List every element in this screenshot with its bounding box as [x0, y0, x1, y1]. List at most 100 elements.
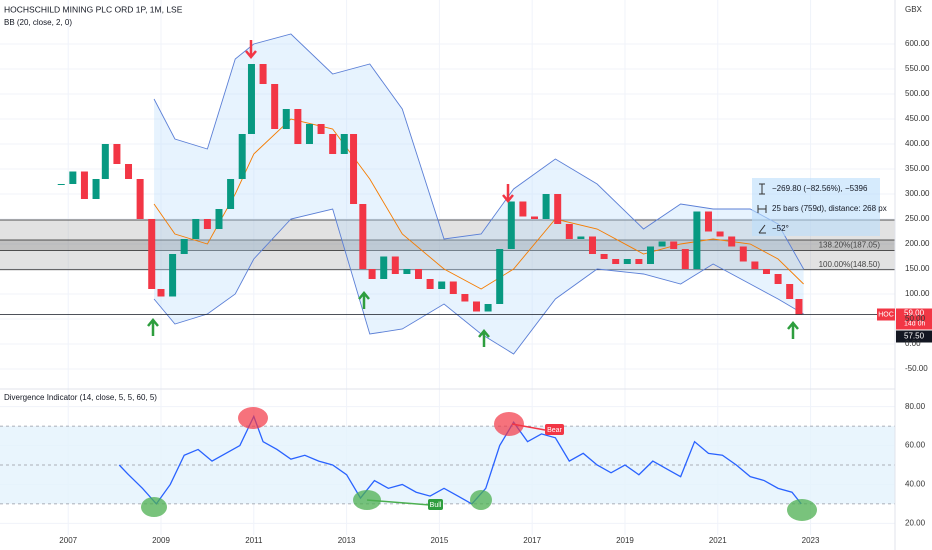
candle [340, 134, 348, 154]
candle [259, 64, 267, 84]
bull-marker [141, 497, 167, 517]
candle [519, 201, 527, 217]
candle [786, 284, 794, 299]
candle [716, 231, 724, 237]
subtitle: BB (20, close, 2, 0) [4, 18, 72, 27]
x-tick-label: 2023 [802, 536, 820, 545]
x-tick-label: 2017 [523, 536, 541, 545]
candle [271, 84, 279, 129]
candle [403, 269, 411, 274]
bull-label: Bull [430, 502, 442, 509]
measure-icon [759, 183, 765, 195]
y2-tick-label: 60.00 [905, 441, 926, 450]
candles [57, 64, 803, 315]
candle [380, 256, 388, 279]
y-tick-label: 0.00 [905, 339, 921, 348]
band-fill [154, 34, 804, 354]
candle [739, 246, 747, 262]
candle [415, 269, 423, 279]
band-lower [153, 208, 804, 355]
countdown: 14d 0h [904, 320, 926, 327]
candle [215, 209, 223, 229]
bear-line [511, 423, 546, 431]
y-tick-label: 50.00 [905, 314, 926, 323]
candle [542, 194, 550, 219]
y-tick-label: 400.00 [905, 139, 930, 148]
level-label: 138.20%(187.05) [819, 241, 881, 250]
price-tags: HOC 59.00 14d 0h 57.50 [0, 308, 932, 343]
candle [157, 289, 165, 297]
candle [368, 269, 376, 279]
x-tick-label: 2013 [338, 536, 356, 545]
annotations: Bull Bear −269.80 (−82.56%), −5396 25 ba… [141, 40, 887, 521]
candle [125, 164, 133, 179]
candle [693, 211, 701, 269]
candle [461, 294, 469, 302]
candle [600, 254, 608, 259]
symbol-tag [877, 308, 895, 321]
candle [530, 216, 538, 219]
candle [350, 134, 358, 204]
candle [565, 224, 573, 239]
x-tick-label: 2015 [430, 536, 448, 545]
y2-tick-label: 40.00 [905, 480, 926, 489]
candle [774, 274, 782, 284]
candle [670, 241, 678, 249]
candle [588, 236, 596, 254]
y2-tick-label: 80.00 [905, 402, 926, 411]
bull-tag [428, 499, 443, 510]
candle [612, 259, 620, 264]
candle [203, 219, 211, 229]
candle [554, 194, 562, 224]
measure-text: 25 bars (759d), distance: 268 px [772, 204, 887, 213]
y-tick-label: 350.00 [905, 164, 930, 173]
candle [92, 179, 100, 199]
candle [795, 299, 803, 315]
y2-tick-label: 20.00 [905, 518, 926, 527]
band-upper [153, 33, 804, 270]
bear-marker [238, 407, 268, 429]
low-tag [896, 330, 932, 343]
candle [69, 171, 77, 184]
candle [247, 64, 255, 134]
candle [496, 249, 504, 304]
zone-inner [0, 240, 895, 251]
candle [113, 144, 121, 164]
candle [438, 281, 446, 289]
measure-box [752, 178, 880, 236]
candle [507, 201, 515, 249]
y-tick-label: 450.00 [905, 114, 930, 123]
bollinger [153, 33, 804, 355]
price-tag [896, 308, 932, 330]
candle [577, 236, 585, 239]
candle [305, 124, 313, 144]
candle [317, 124, 325, 134]
low-label: 57.50 [904, 332, 925, 341]
down-arrow [245, 40, 257, 59]
y-tick-label: -50.00 [905, 364, 928, 373]
candle [136, 179, 144, 219]
candle [148, 219, 156, 289]
x-tick-label: 2021 [709, 536, 727, 545]
bear-label: Bear [547, 427, 562, 434]
band-middle [153, 118, 804, 290]
candle [359, 204, 367, 269]
level-label: 100.00%(148.50) [819, 260, 881, 269]
x-tick-label: 2009 [152, 536, 170, 545]
candle [294, 109, 302, 144]
candle [101, 144, 109, 179]
candle [329, 134, 337, 154]
measure-icon [758, 224, 766, 234]
up-arrow [358, 291, 370, 309]
candle [484, 304, 492, 312]
candle [391, 256, 399, 274]
candle [57, 184, 65, 185]
candle [623, 259, 631, 264]
candle [646, 246, 654, 264]
bull-line [366, 499, 431, 506]
indicator-title: Divergence Indicator (14, close, 5, 5, 6… [4, 393, 157, 402]
y-tick-label: 100.00 [905, 289, 930, 298]
symbol: HOC [878, 311, 894, 318]
chart-title: HOCHSCHILD MINING PLC ORD 1P, 1M, LSE [4, 4, 183, 14]
